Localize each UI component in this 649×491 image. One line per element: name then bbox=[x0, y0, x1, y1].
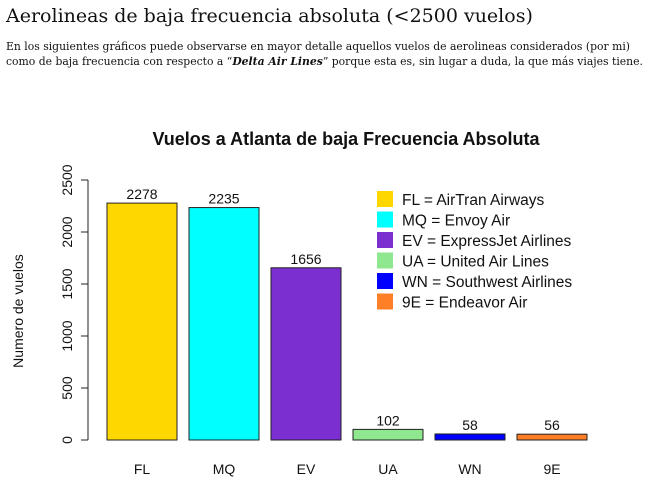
intro-text-start: En los siguientes gráficos puede observa… bbox=[6, 40, 630, 68]
legend-swatch bbox=[377, 273, 393, 289]
legend-swatch bbox=[377, 232, 393, 248]
chart-title: Vuelos a Atlanta de baja Frecuencia Abso… bbox=[152, 129, 540, 149]
legend-swatch bbox=[377, 252, 393, 269]
x-tick-label: UA bbox=[378, 461, 398, 477]
x-tick-label: MQ bbox=[213, 461, 236, 477]
intro-emphasis: Delta Air Lines bbox=[232, 55, 323, 68]
data-label: 1656 bbox=[290, 251, 321, 267]
y-tick-label: 1500 bbox=[59, 268, 75, 299]
bar-fl bbox=[106, 202, 178, 441]
intro-text-end: ” porque esta es, sin lugar a duda, la q… bbox=[322, 55, 643, 68]
y-tick-label: 0 bbox=[59, 436, 75, 444]
intro-paragraph: En los siguientes gráficos puede observa… bbox=[6, 39, 646, 69]
legend-label: WN = Southwest Airlines bbox=[402, 274, 572, 291]
y-tick-label: 2000 bbox=[59, 216, 75, 247]
legend-label: 9E = Endeavor Air bbox=[402, 295, 527, 312]
y-axis-label: Numero de vuelos bbox=[10, 254, 26, 368]
data-label: 102 bbox=[376, 412, 400, 428]
data-label: 2235 bbox=[208, 191, 239, 207]
legend: FL = AirTran Airways MQ = Envoy Air EV = E… bbox=[377, 191, 572, 312]
bar-mq bbox=[188, 207, 260, 441]
y-tick-label: 500 bbox=[59, 376, 75, 400]
legend-label: EV = ExpressJet Airlines bbox=[402, 233, 572, 250]
bar-wn bbox=[434, 433, 506, 441]
x-tick-label: FL bbox=[134, 461, 151, 477]
x-tick-label: 9E bbox=[543, 461, 560, 477]
page-title: Aerolineas de baja frecuencia absoluta (… bbox=[6, 5, 533, 27]
data-label: 2278 bbox=[126, 186, 157, 202]
x-tick-label: WN bbox=[458, 461, 481, 477]
legend-swatch bbox=[377, 191, 393, 207]
legend-label: UA = United Air Lines bbox=[402, 254, 549, 271]
bar-ua bbox=[352, 428, 424, 441]
bars-group: 2278 FL 2235 MQ 1656 EV 102 UA 58 WN 56 9E bbox=[106, 186, 588, 477]
y-tick-label: 1000 bbox=[59, 320, 75, 351]
data-label: 58 bbox=[462, 417, 478, 433]
bar-ev bbox=[270, 267, 342, 441]
y-axis: 0 500 1000 1500 2000 2500 bbox=[59, 164, 89, 444]
bar-9e bbox=[516, 433, 588, 441]
legend-label: FL = AirTran Airways bbox=[402, 192, 545, 209]
legend-label: MQ = Envoy Air bbox=[402, 213, 510, 230]
legend-swatch bbox=[377, 293, 393, 310]
y-tick-label: 2500 bbox=[59, 164, 75, 195]
legend-swatch bbox=[377, 211, 393, 228]
x-tick-label: EV bbox=[297, 461, 316, 477]
data-label: 56 bbox=[544, 417, 560, 433]
